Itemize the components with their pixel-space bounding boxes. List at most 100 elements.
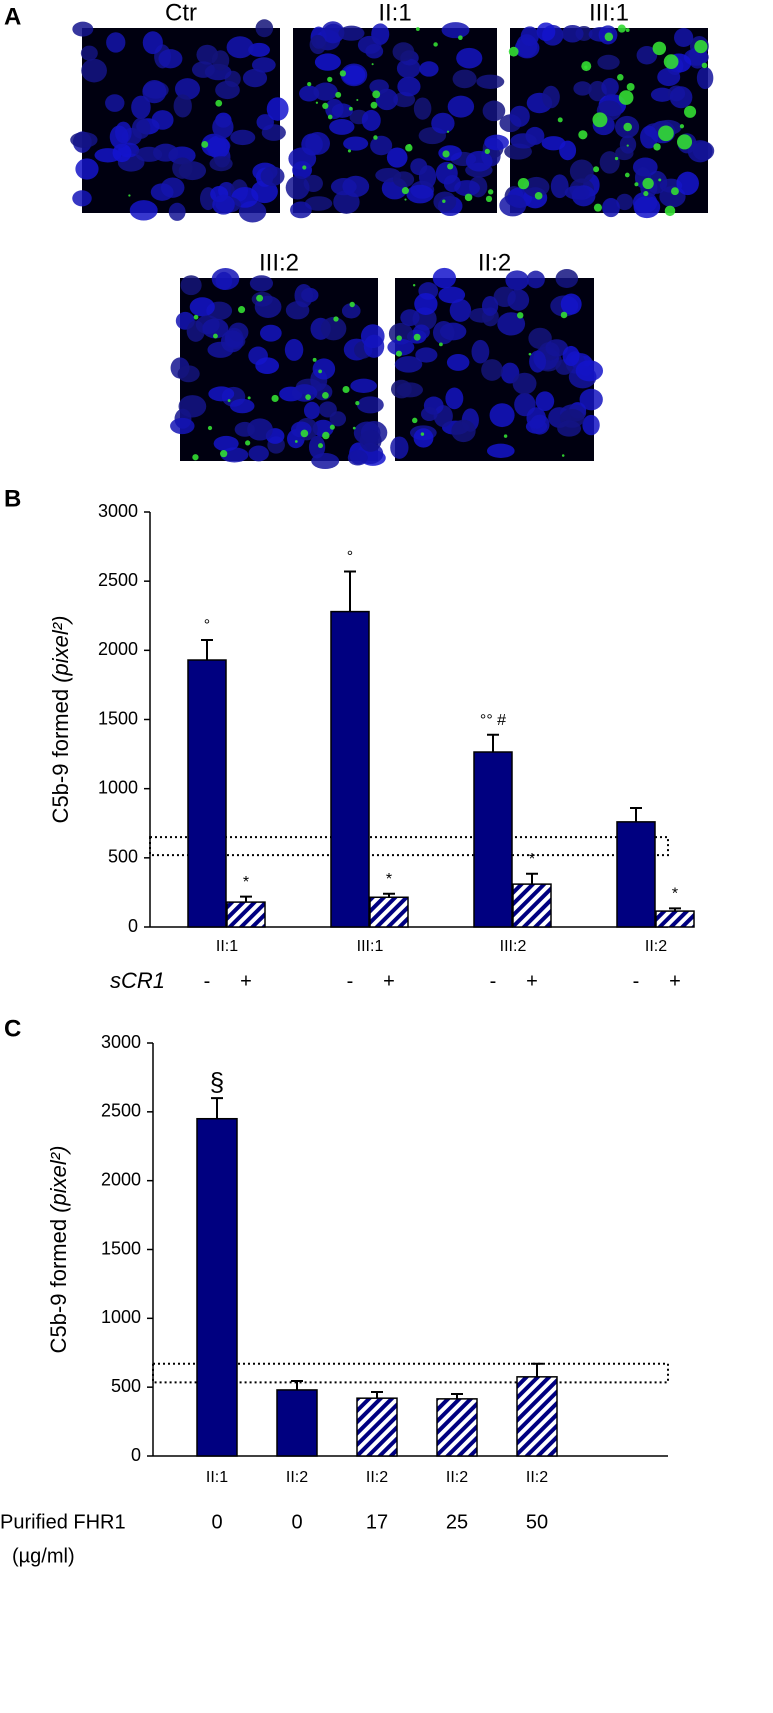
nucleus [311,453,340,469]
stain [322,431,330,440]
nucleus [338,25,365,41]
nucleus [414,292,438,316]
nucleus [561,24,584,43]
stain [487,189,494,195]
stain [517,177,530,190]
stain [315,101,319,104]
nucleus [256,114,274,131]
nucleus [597,54,620,70]
nucleus [397,76,421,97]
image-caption: II:1 [378,0,411,26]
stain [458,35,463,40]
bar [187,659,227,928]
annotation: °° # [480,712,506,729]
nucleus [489,403,515,428]
nucleus [309,34,327,55]
stain [439,342,443,347]
nucleus [242,68,268,88]
nucleus [657,67,681,87]
nucleus [251,57,276,73]
stain [349,301,355,308]
stain [446,130,450,133]
stain [318,443,323,449]
nucleus [249,275,274,292]
nucleus [369,79,389,95]
series-name: - [347,970,354,992]
nucleus [359,429,382,452]
stain [664,205,676,217]
nucleus [520,26,539,47]
annotation: ° [347,549,353,566]
nucleus [601,78,619,97]
nucleus [438,286,466,304]
annotation: * [529,851,535,868]
series-name: - [633,970,640,992]
stain [578,130,588,140]
nucleus [308,435,326,459]
nucleus [481,296,499,316]
nucleus [260,166,285,187]
nucleus [560,293,582,315]
stain [347,149,352,153]
stain [247,396,251,400]
nucleus [191,61,215,78]
stain [215,99,223,107]
stain [352,426,356,430]
bar [226,901,266,928]
stain [653,143,661,151]
bar [436,1398,478,1457]
stain [617,74,624,81]
nucleus [499,194,527,217]
nucleus [535,391,555,412]
series-name: + [383,970,395,992]
stain [503,434,508,438]
stain [420,432,425,436]
series-name: + [526,970,538,992]
nucleus [202,318,229,339]
nucleus [550,174,569,199]
micrograph [170,268,388,469]
y-tick-label: 1000 [98,777,138,797]
nucleus [449,298,472,322]
x2-value: 17 [366,1511,388,1533]
nucleus [347,449,368,466]
y-tick-label: 1000 [101,1307,141,1327]
nucleus [212,115,234,139]
x2-value: 0 [211,1511,222,1533]
error-bar [211,1097,223,1119]
nucleus [234,421,255,437]
stain [329,424,335,430]
bar [512,883,552,928]
x-tick-label: II:1 [216,938,238,955]
nucleus [266,97,289,121]
annotation: * [243,874,249,891]
nucleus [109,125,129,149]
x2-value: 25 [446,1511,468,1533]
stain [238,306,246,314]
y-label-text: C5b-9 formed [46,1219,71,1354]
y-tick-label: 1500 [98,708,138,728]
y-axis-label: C5b-9 formed (pixel²) [46,1146,71,1354]
stain [694,40,708,54]
nucleus [575,360,604,382]
stain [348,106,353,111]
stain [201,141,209,148]
image-caption: II:2 [478,249,511,276]
nucleus [482,100,506,122]
stain [300,429,309,438]
nucleus [676,171,699,196]
annotation: * [386,871,392,888]
nucleus [542,85,560,109]
bar [276,1389,318,1457]
nucleus [523,176,550,198]
nucleus [285,175,310,200]
nucleus [636,46,658,65]
nucleus [390,379,412,399]
nucleus [420,406,438,422]
stain [592,112,608,128]
nucleus [291,384,318,402]
stain [464,193,473,202]
nucleus [541,136,566,151]
stain [663,54,679,70]
stain [684,105,697,118]
